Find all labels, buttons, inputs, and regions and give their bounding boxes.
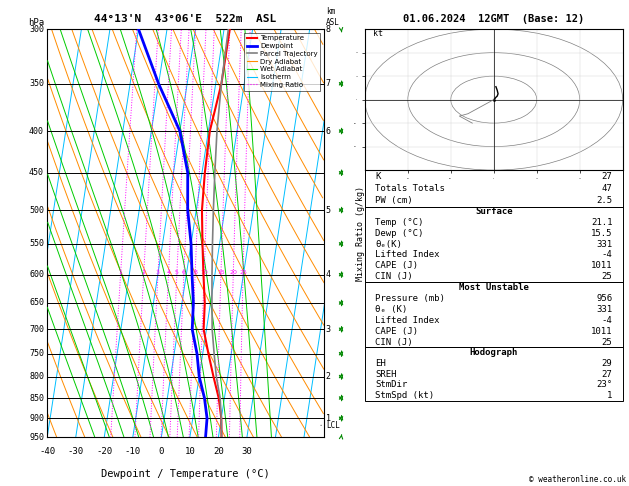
Text: 450: 450 xyxy=(29,168,44,177)
Text: LCL: LCL xyxy=(326,421,340,430)
Text: 400: 400 xyxy=(29,126,44,136)
Text: 21.1: 21.1 xyxy=(591,218,613,227)
Text: 900: 900 xyxy=(29,414,44,423)
Text: 1011: 1011 xyxy=(591,327,613,336)
Text: Surface: Surface xyxy=(475,208,513,216)
Text: Dewpoint / Temperature (°C): Dewpoint / Temperature (°C) xyxy=(101,469,270,479)
Text: Temp (°C): Temp (°C) xyxy=(375,218,423,227)
Text: 500: 500 xyxy=(29,206,44,215)
Text: CAPE (J): CAPE (J) xyxy=(375,261,418,270)
Text: 29: 29 xyxy=(602,359,613,368)
Text: 15: 15 xyxy=(217,270,225,275)
Text: Hodograph: Hodograph xyxy=(470,348,518,357)
Text: hPa: hPa xyxy=(28,17,44,27)
Text: CAPE (J): CAPE (J) xyxy=(375,327,418,336)
Text: 27: 27 xyxy=(602,172,613,181)
Text: 331: 331 xyxy=(596,305,613,314)
Text: K: K xyxy=(375,172,381,181)
Text: Lifted Index: Lifted Index xyxy=(375,250,440,260)
Text: 23°: 23° xyxy=(596,381,613,389)
Text: CIN (J): CIN (J) xyxy=(375,337,413,347)
Text: 1011: 1011 xyxy=(591,261,613,270)
Text: 2.5: 2.5 xyxy=(596,196,613,205)
Text: 25: 25 xyxy=(602,272,613,281)
Text: 300: 300 xyxy=(29,25,44,34)
Text: 27: 27 xyxy=(602,370,613,379)
Text: 01.06.2024  12GMT  (Base: 12): 01.06.2024 12GMT (Base: 12) xyxy=(403,14,584,24)
Text: 44°13'N  43°06'E  522m  ASL: 44°13'N 43°06'E 522m ASL xyxy=(94,14,277,24)
Text: 350: 350 xyxy=(29,79,44,88)
Text: -40: -40 xyxy=(39,447,55,456)
Text: -30: -30 xyxy=(68,447,84,456)
Text: 750: 750 xyxy=(29,349,44,358)
Text: -10: -10 xyxy=(125,447,141,456)
Text: θₑ (K): θₑ (K) xyxy=(375,305,408,314)
Text: 5: 5 xyxy=(326,206,331,215)
Text: -20: -20 xyxy=(96,447,113,456)
Text: Dewp (°C): Dewp (°C) xyxy=(375,229,423,238)
Text: 20: 20 xyxy=(213,447,224,456)
Text: Lifted Index: Lifted Index xyxy=(375,315,440,325)
Text: 8: 8 xyxy=(193,270,197,275)
Text: 10: 10 xyxy=(200,270,208,275)
Text: 850: 850 xyxy=(29,394,44,402)
Text: km
ASL: km ASL xyxy=(326,7,340,27)
Text: 0: 0 xyxy=(159,447,164,456)
Text: Pressure (mb): Pressure (mb) xyxy=(375,294,445,303)
Text: 3: 3 xyxy=(156,270,160,275)
Text: 700: 700 xyxy=(29,325,44,334)
Text: SREH: SREH xyxy=(375,370,397,379)
Text: 6: 6 xyxy=(326,126,331,136)
Text: PW (cm): PW (cm) xyxy=(375,196,413,205)
Text: 2: 2 xyxy=(142,270,146,275)
Text: 1: 1 xyxy=(119,270,123,275)
Text: 6: 6 xyxy=(182,270,186,275)
Text: 4: 4 xyxy=(167,270,170,275)
Text: Totals Totals: Totals Totals xyxy=(375,184,445,193)
Text: 10: 10 xyxy=(184,447,195,456)
Text: 1: 1 xyxy=(326,414,331,423)
Text: © weatheronline.co.uk: © weatheronline.co.uk xyxy=(529,474,626,484)
Text: 650: 650 xyxy=(29,298,44,308)
Text: 8: 8 xyxy=(326,25,331,34)
Text: StmSpd (kt): StmSpd (kt) xyxy=(375,391,434,400)
Text: 4: 4 xyxy=(326,270,331,279)
Legend: Temperature, Dewpoint, Parcel Trajectory, Dry Adiabat, Wet Adiabat, Isotherm, Mi: Temperature, Dewpoint, Parcel Trajectory… xyxy=(244,33,320,90)
Text: 800: 800 xyxy=(29,372,44,381)
Text: 25: 25 xyxy=(239,270,247,275)
Text: 600: 600 xyxy=(29,270,44,279)
Text: 950: 950 xyxy=(29,433,44,442)
Text: 550: 550 xyxy=(29,239,44,248)
Text: 1: 1 xyxy=(607,391,613,400)
Text: 5: 5 xyxy=(175,270,179,275)
Text: Mixing Ratio (g/kg): Mixing Ratio (g/kg) xyxy=(356,186,365,281)
Text: 20: 20 xyxy=(230,270,237,275)
Text: EH: EH xyxy=(375,359,386,368)
Text: θₑ(K): θₑ(K) xyxy=(375,240,402,249)
Text: 7: 7 xyxy=(326,79,331,88)
Text: 25: 25 xyxy=(602,337,613,347)
Text: 331: 331 xyxy=(596,240,613,249)
Text: -4: -4 xyxy=(602,250,613,260)
Text: 956: 956 xyxy=(596,294,613,303)
Text: StmDir: StmDir xyxy=(375,381,408,389)
Text: 30: 30 xyxy=(242,447,252,456)
Text: -4: -4 xyxy=(602,315,613,325)
Text: 47: 47 xyxy=(602,184,613,193)
Text: 3: 3 xyxy=(326,325,331,334)
Text: 15.5: 15.5 xyxy=(591,229,613,238)
Text: kt: kt xyxy=(374,29,384,38)
Text: 2: 2 xyxy=(326,372,331,381)
Text: Most Unstable: Most Unstable xyxy=(459,283,529,292)
Text: CIN (J): CIN (J) xyxy=(375,272,413,281)
